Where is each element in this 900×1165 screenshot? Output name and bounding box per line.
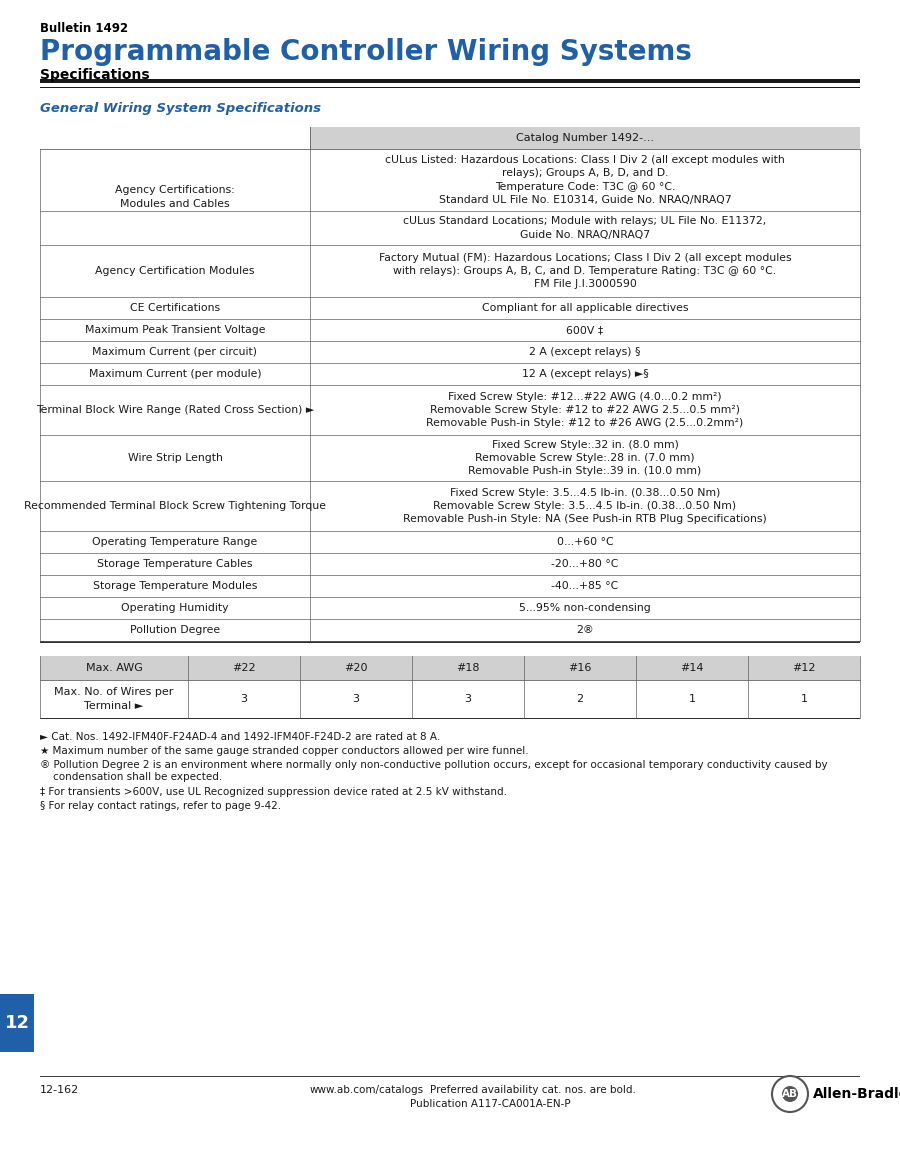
Text: Maximum Current (per circuit): Maximum Current (per circuit) <box>93 347 257 356</box>
Text: 0...+60 °C: 0...+60 °C <box>557 537 613 548</box>
Text: Maximum Current (per module): Maximum Current (per module) <box>89 369 261 379</box>
Text: Maximum Peak Transient Voltage: Maximum Peak Transient Voltage <box>85 325 266 336</box>
Text: Storage Temperature Modules: Storage Temperature Modules <box>93 581 257 591</box>
Bar <box>0 994 34 1052</box>
Text: Operating Temperature Range: Operating Temperature Range <box>93 537 257 548</box>
Text: #14: #14 <box>680 663 704 673</box>
Text: Agency Certification Modules: Agency Certification Modules <box>95 266 255 276</box>
Text: Terminal Block Wire Range (Rated Cross Section) ►: Terminal Block Wire Range (Rated Cross S… <box>36 405 314 415</box>
Text: 600V ‡: 600V ‡ <box>566 325 604 336</box>
Text: -40...+85 °C: -40...+85 °C <box>552 581 618 591</box>
Text: General Wiring System Specifications: General Wiring System Specifications <box>40 103 321 115</box>
Bar <box>40 656 860 657</box>
Text: ® Pollution Degree 2 is an environment where normally only non-conductive pollut: ® Pollution Degree 2 is an environment w… <box>40 760 828 782</box>
Text: cULus Standard Locations; Module with relays; UL File No. E11372,
Guide No. NRAQ: cULus Standard Locations; Module with re… <box>403 217 767 240</box>
Text: 3: 3 <box>240 694 248 704</box>
Text: Factory Mutual (FM): Hazardous Locations; Class I Div 2 (all except modules
with: Factory Mutual (FM): Hazardous Locations… <box>379 253 791 289</box>
Text: Fixed Screw Style:.32 in. (8.0 mm)
Removable Screw Style:.28 in. (7.0 mm)
Remova: Fixed Screw Style:.32 in. (8.0 mm) Remov… <box>468 440 702 476</box>
Text: 5...95% non-condensing: 5...95% non-condensing <box>519 603 651 613</box>
Text: www.ab.com/catalogs: www.ab.com/catalogs <box>310 1085 424 1095</box>
Text: 3: 3 <box>464 694 472 704</box>
Text: Storage Temperature Cables: Storage Temperature Cables <box>97 559 253 569</box>
Bar <box>310 127 860 149</box>
Text: 12: 12 <box>4 1014 30 1032</box>
Text: CE Certifications: CE Certifications <box>130 303 220 313</box>
Text: Wire Strip Length: Wire Strip Length <box>128 453 222 463</box>
Bar <box>40 127 310 149</box>
Circle shape <box>782 1086 798 1102</box>
Text: Agency Certifications:
Modules and Cables: Agency Certifications: Modules and Cable… <box>115 185 235 209</box>
Text: 3: 3 <box>353 694 359 704</box>
Bar <box>40 79 860 83</box>
Circle shape <box>772 1076 808 1113</box>
Bar <box>40 718 860 719</box>
Text: cULus Listed: Hazardous Locations: Class I Div 2 (all except modules with
relays: cULus Listed: Hazardous Locations: Class… <box>385 155 785 205</box>
Text: 1: 1 <box>688 694 696 704</box>
Text: Fixed Screw Style: #12...#22 AWG (4.0...0.2 mm²)
Removable Screw Style: #12 to #: Fixed Screw Style: #12...#22 AWG (4.0...… <box>427 391 743 429</box>
Bar <box>40 656 860 680</box>
Text: #12: #12 <box>792 663 815 673</box>
Text: -20...+80 °C: -20...+80 °C <box>552 559 618 569</box>
Text: § For relay contact ratings, refer to page 9-42.: § For relay contact ratings, refer to pa… <box>40 802 281 811</box>
Text: Fixed Screw Style: 3.5...4.5 lb-in. (0.38...0.50 Nm)
Removable Screw Style: 3.5.: Fixed Screw Style: 3.5...4.5 lb-in. (0.3… <box>403 488 767 524</box>
Text: #22: #22 <box>232 663 256 673</box>
Text: Max. No. of Wires per
Terminal ►: Max. No. of Wires per Terminal ► <box>54 687 174 711</box>
Text: #18: #18 <box>456 663 480 673</box>
Text: ‡ For transients >600V, use UL Recognized suppression device rated at 2.5 kV wit: ‡ For transients >600V, use UL Recognize… <box>40 788 507 797</box>
Bar <box>40 641 860 643</box>
Text: 2: 2 <box>576 694 583 704</box>
Text: Recommended Terminal Block Screw Tightening Torque: Recommended Terminal Block Screw Tighten… <box>24 501 326 511</box>
Text: 12-162: 12-162 <box>40 1085 79 1095</box>
Text: Publication A117-CA001A-EN-P: Publication A117-CA001A-EN-P <box>410 1099 571 1109</box>
Text: ★ Maximum number of the same gauge stranded copper conductors allowed per wire f: ★ Maximum number of the same gauge stran… <box>40 746 528 756</box>
Text: Compliant for all applicable directives: Compliant for all applicable directives <box>482 303 688 313</box>
Text: 12 A (except relays) ►§: 12 A (except relays) ►§ <box>522 369 648 379</box>
Text: Programmable Controller Wiring Systems: Programmable Controller Wiring Systems <box>40 38 692 66</box>
Text: Bulletin 1492: Bulletin 1492 <box>40 22 128 35</box>
Text: Allen-Bradley: Allen-Bradley <box>813 1087 900 1101</box>
Text: Pollution Degree: Pollution Degree <box>130 624 220 635</box>
Bar <box>40 86 860 89</box>
Text: 2®: 2® <box>576 624 594 635</box>
Text: Specifications: Specifications <box>40 68 149 82</box>
Text: Preferred availability cat. nos. are bold.: Preferred availability cat. nos. are bol… <box>430 1085 636 1095</box>
Text: #20: #20 <box>344 663 368 673</box>
Text: Max. AWG: Max. AWG <box>86 663 142 673</box>
Text: 1: 1 <box>800 694 807 704</box>
Text: Operating Humidity: Operating Humidity <box>122 603 229 613</box>
Text: #16: #16 <box>568 663 591 673</box>
Text: ► Cat. Nos. 1492-IFM40F-F24AD-4 and 1492-IFM40F-F24D-2 are rated at 8 A.: ► Cat. Nos. 1492-IFM40F-F24AD-4 and 1492… <box>40 732 440 742</box>
Bar <box>40 127 860 128</box>
Text: 2 A (except relays) §: 2 A (except relays) § <box>529 347 641 356</box>
Text: Catalog Number 1492-...: Catalog Number 1492-... <box>516 133 654 143</box>
Text: AB: AB <box>782 1089 798 1099</box>
